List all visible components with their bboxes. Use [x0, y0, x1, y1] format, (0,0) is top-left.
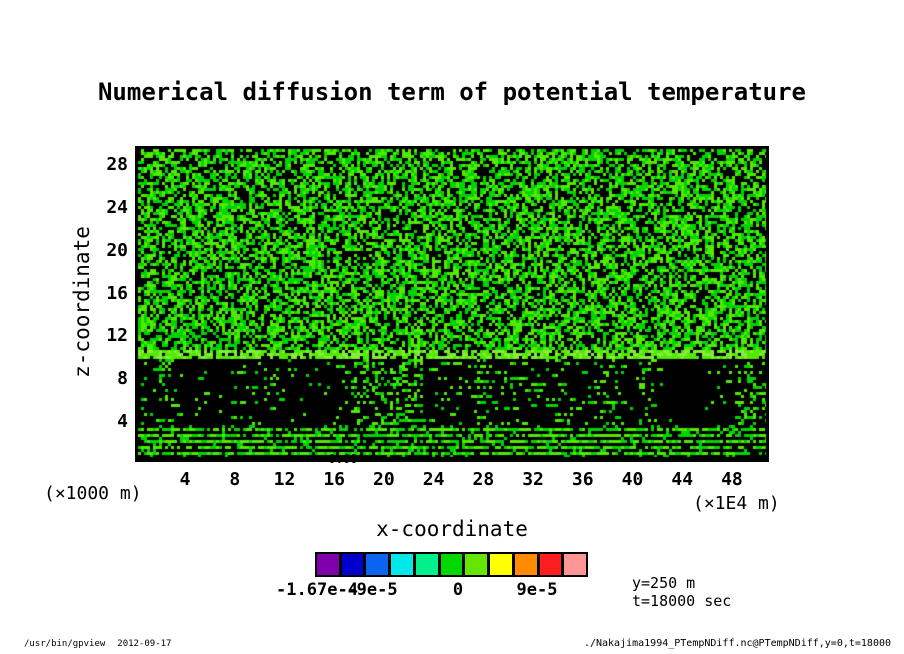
footer-command-line: /usr/bin/gpview 2012-09-17	[24, 639, 171, 649]
contour-value-label: 0.00	[328, 452, 358, 466]
x-tick-label: 32	[522, 469, 544, 490]
x-tick-label: 40	[621, 469, 644, 490]
colorbar-segment	[341, 554, 364, 575]
chart-title: Numerical diffusion term of potential te…	[97, 78, 806, 106]
colorbar-segment	[415, 554, 438, 575]
colorbar-segment	[539, 554, 562, 575]
y-tick-label: 4	[117, 410, 128, 432]
x-tick-label: 44	[671, 469, 694, 490]
x-tick-label: 8	[229, 469, 241, 490]
colorbar-segment	[317, 554, 339, 575]
x-tick-label: 12	[273, 469, 296, 490]
time-annotation: t=18000 sec	[632, 592, 732, 610]
y-tick-label: 24	[106, 197, 128, 219]
x-axis-label: x-coordinate	[376, 517, 528, 541]
x-axis-unit-label: (×1E4 m)	[693, 493, 780, 514]
x-tick-label: 48	[721, 469, 743, 490]
colorbar-segment	[440, 554, 463, 575]
colorbar-tick-label: -9e-5	[346, 580, 398, 600]
footer-source-path: ./Nakajima1994_PTempNDiff.nc@PTempNDiff,…	[583, 638, 891, 649]
y-tick-label: 8	[117, 367, 128, 389]
x-tick-label: 28	[472, 469, 495, 490]
colorbar-segment	[391, 554, 413, 575]
y-axis-unit-label: (×1000 m)	[44, 483, 142, 504]
x-tick-label: 24	[422, 469, 445, 490]
heatmap-plot-area	[135, 146, 769, 462]
colorbar-tick-label: 0	[452, 580, 464, 600]
colorbar-segment	[465, 554, 488, 575]
colorbar-segment	[514, 554, 537, 575]
colorbar-tick-label: 9e-5	[516, 580, 558, 600]
x-tick-label: 4	[179, 469, 191, 490]
y-tick-label: 16	[106, 282, 128, 304]
y-tick-label: 12	[106, 325, 128, 347]
colorbar-segment	[490, 554, 512, 575]
x-tick-label: 36	[571, 469, 594, 490]
colorbar-segment	[366, 554, 389, 575]
colorbar-segment	[564, 554, 587, 575]
x-tick-label: 16	[323, 469, 346, 490]
footer-date: 2012-09-17	[117, 639, 172, 649]
footer-command: /usr/bin/gpview	[24, 639, 106, 649]
y-tick-label: 28	[106, 154, 128, 176]
slice-annotation: y=250 m	[632, 574, 696, 592]
y-tick-label: 20	[106, 239, 128, 261]
colorbar-tick-label: -1.67e-4	[276, 580, 358, 600]
colorbar	[315, 552, 588, 577]
x-tick-label: 20	[373, 469, 395, 490]
